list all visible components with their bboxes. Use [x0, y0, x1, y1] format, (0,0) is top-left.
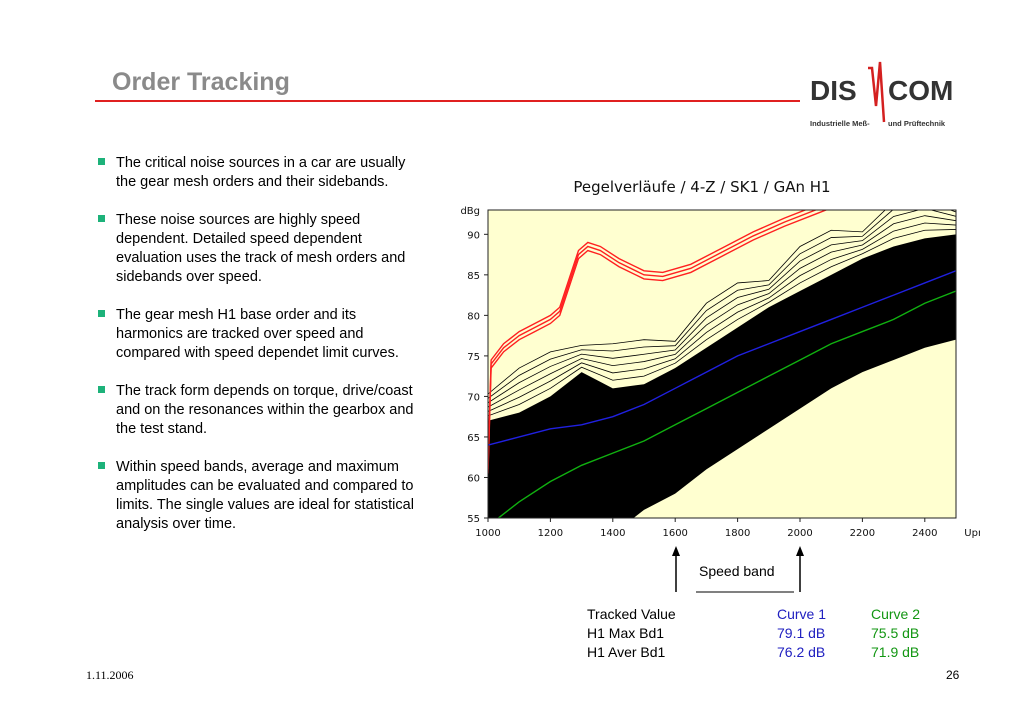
logo-subtitle-right: und Prüftechnik — [888, 119, 946, 128]
bullet-text: The gear mesh H1 base order and its harm… — [116, 307, 399, 361]
trace-line — [488, 215, 956, 408]
y-tick-label: 90 — [467, 230, 480, 241]
discom-logo: DIS COM Industrielle Meß- und Prüftechni… — [810, 61, 953, 128]
bullet-item: The critical noise sources in a car are … — [96, 154, 416, 192]
y-tick-label: 85 — [467, 271, 480, 282]
logo-dis-text: DIS — [810, 75, 857, 106]
trace-line — [488, 210, 956, 399]
y-tick-label: 60 — [467, 473, 480, 484]
x-tick-label: 1800 — [725, 528, 750, 539]
bullet-item: The track form depends on torque, drive/… — [96, 382, 416, 439]
bullet-square-icon — [98, 462, 105, 469]
tracked-values-table: Tracked Value Curve 1 Curve 2 H1 Max Bd1… — [587, 605, 951, 662]
table-cell: 71.9 dB — [871, 644, 920, 660]
bullet-text: The critical noise sources in a car are … — [116, 155, 406, 190]
table-cell: 75.5 dB — [871, 625, 920, 641]
series-line — [488, 210, 808, 466]
table-cell: H1 Max Bd1 — [587, 625, 665, 641]
logo-com-text: COM — [888, 75, 953, 106]
title-underline — [95, 100, 800, 102]
trace-line — [488, 210, 886, 395]
table-row: H1 Aver Bd1 76.2 dB 71.9 dB — [587, 643, 951, 662]
y-tick-label: 75 — [467, 352, 480, 363]
bullet-square-icon — [98, 215, 105, 222]
y-tick-label: 65 — [467, 433, 480, 444]
slide-title: Order Tracking — [112, 68, 290, 96]
order-tracking-chart: Pegelverläufe / 4-Z / SK1 / GAn H1 55 60 65… — [460, 178, 980, 539]
chart-title: Pegelverläufe / 4-Z / SK1 / GAn H1 — [573, 178, 830, 196]
page-number: 26 — [946, 668, 960, 682]
table-header-row: Tracked Value Curve 1 Curve 2 — [587, 605, 951, 624]
x-tick-label: 2400 — [912, 528, 937, 539]
bullet-item: These noise sources are highly speed dep… — [96, 211, 416, 287]
x-tick-label: 2200 — [850, 528, 875, 539]
logo-subtitle-left: Industrielle Meß- — [810, 119, 870, 128]
footer-date: 1.11.2006 — [86, 668, 134, 682]
bullet-list: The critical noise sources in a car are … — [96, 154, 416, 553]
bullet-text: The track form depends on torque, drive/… — [116, 383, 414, 437]
bullet-text: Within speed bands, average and maximum … — [116, 459, 414, 532]
bullet-text: These noise sources are highly speed dep… — [116, 212, 406, 285]
trace-line — [488, 229, 956, 417]
bullet-square-icon — [98, 310, 105, 317]
series-line — [488, 210, 818, 470]
x-axis-label: Upm — [964, 528, 980, 539]
bullet-square-icon — [98, 158, 105, 165]
x-tick-label: 1200 — [538, 528, 563, 539]
table-cell: Curve 1 — [777, 606, 827, 622]
y-tick-label: 70 — [467, 392, 480, 403]
y-tick-label: 55 — [467, 514, 480, 525]
x-tick-label: 1600 — [662, 528, 687, 539]
plot-frame — [487, 209, 957, 519]
bullet-item: The gear mesh H1 base order and its harm… — [96, 306, 416, 363]
table-cell: 76.2 dB — [777, 644, 826, 660]
series-line — [488, 270, 956, 446]
x-tick-label: 2000 — [787, 528, 812, 539]
table-cell: Curve 2 — [871, 606, 921, 622]
table-row: H1 Max Bd1 79.1 dB 75.5 dB — [587, 624, 951, 643]
y-tick-label: 80 — [467, 311, 480, 322]
x-tick-label: 1400 — [600, 528, 625, 539]
bullet-item: Within speed bands, average and maximum … — [96, 458, 416, 534]
trace-line — [488, 222, 956, 412]
table-cell: Tracked Value — [587, 606, 676, 622]
table-cell: H1 Aver Bd1 — [587, 644, 666, 660]
x-tick-label: 1000 — [475, 528, 500, 539]
bullet-square-icon — [98, 386, 105, 393]
measurement-band — [488, 234, 956, 518]
series-line — [497, 290, 956, 518]
logo-pulse-line — [868, 61, 886, 123]
trace-line — [488, 210, 956, 404]
y-axis-label: dBg — [460, 206, 480, 217]
table-cell: 79.1 dB — [777, 625, 826, 641]
speed-band-label: Speed band — [699, 563, 775, 579]
series-line — [488, 210, 828, 474]
